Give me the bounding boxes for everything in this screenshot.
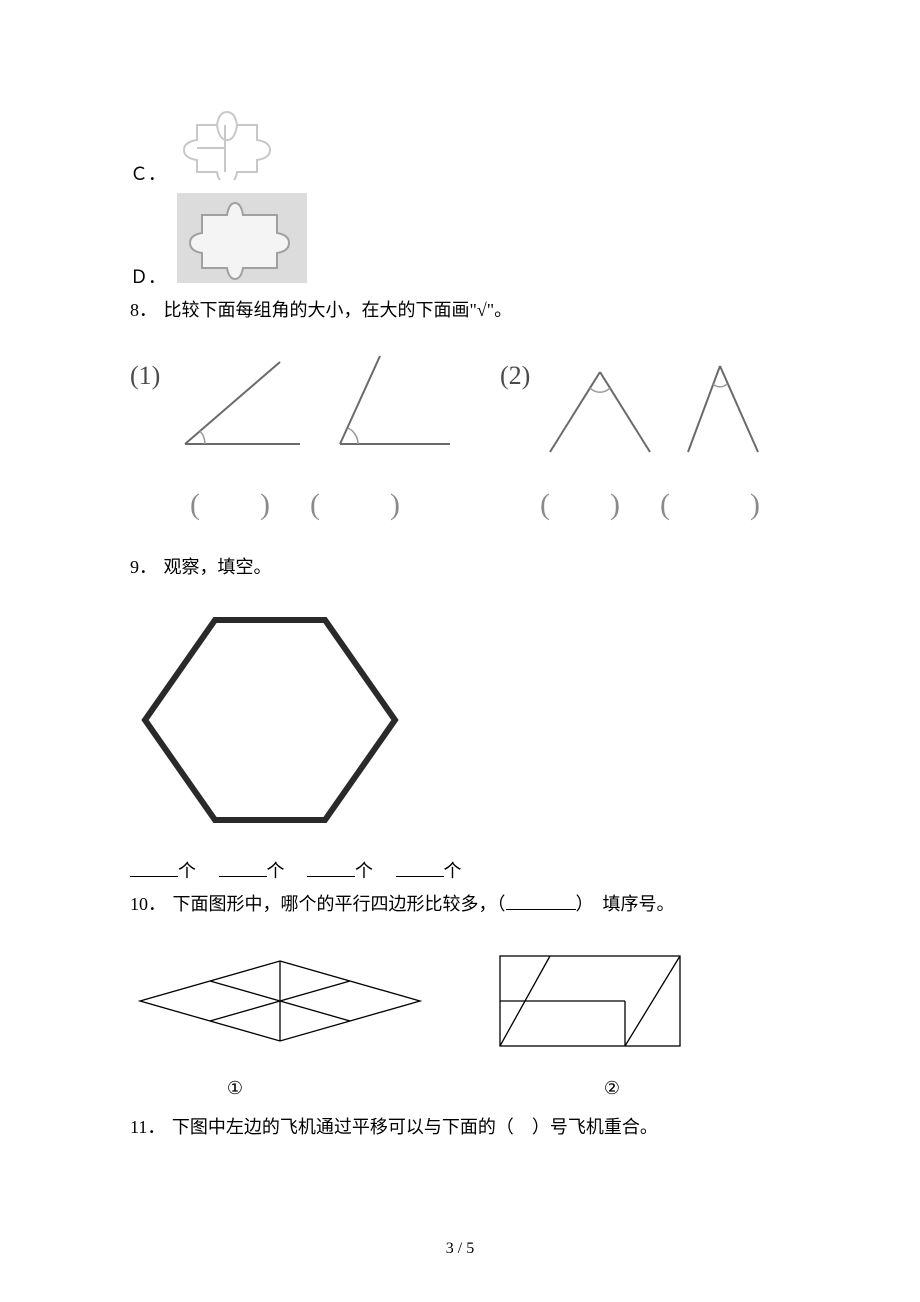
q10-line: 10． 下面图形中，哪个的平行四边形比较多，（ ） 填序号。: [130, 890, 790, 919]
option-d-line: Ｄ．: [130, 193, 790, 292]
q11-number: 11．: [130, 1117, 165, 1137]
q9-figure: [130, 602, 790, 851]
svg-text:(1): (1): [130, 361, 160, 390]
svg-text:): ): [390, 488, 400, 521]
q10-number: 10．: [130, 894, 166, 914]
q8-number: 8．: [130, 300, 157, 320]
option-c-label: Ｃ．: [130, 164, 166, 184]
svg-text:(: (: [310, 488, 320, 521]
q10-label-1: ①: [130, 1074, 340, 1103]
svg-text:(: (: [190, 488, 200, 521]
option-d-label: Ｄ．: [130, 267, 166, 287]
svg-text:): ): [610, 488, 620, 521]
q10-figure: [130, 946, 790, 1056]
puzzle-d-image: [177, 193, 307, 292]
q11-text: 下图中左边的飞机通过平移可以与下面的（ ）号飞机重合。: [172, 1117, 658, 1137]
q10-shape-1: [130, 951, 430, 1051]
q9-blank-suffix-1: 个: [178, 861, 196, 881]
q10-text-after: ） 填序号。: [576, 894, 675, 914]
q9-blank-suffix-2: 个: [267, 861, 285, 881]
q9-blanks: 个 个 个 个: [130, 857, 790, 886]
q9-text: 观察，填空。: [164, 557, 272, 577]
q9-blank-suffix-4: 个: [444, 861, 462, 881]
q10-shape-2: [490, 946, 690, 1056]
option-c-line: Ｃ．: [130, 100, 790, 189]
q10-labels: ① ②: [130, 1074, 790, 1103]
q8-line: 8． 比较下面每组角的大小，在大的下面画"√"。: [130, 296, 790, 325]
q8-figure: (1) ( ) ( ) (2) ( ) ( ): [130, 354, 790, 543]
page-footer: 3 / 5: [0, 1236, 920, 1262]
svg-text:): ): [260, 488, 270, 521]
q10-label-2: ②: [340, 1074, 650, 1103]
q10-blank: [506, 909, 576, 910]
q10-text-before: 下面图形中，哪个的平行四边形比较多，（: [173, 894, 506, 914]
q11-line: 11． 下图中左边的飞机通过平移可以与下面的（ ）号飞机重合。: [130, 1113, 790, 1142]
svg-text:(: (: [540, 488, 550, 521]
svg-text:(: (: [660, 488, 670, 521]
q9-line: 9． 观察，填空。: [130, 553, 790, 582]
q9-number: 9．: [130, 557, 157, 577]
q8-text: 比较下面每组角的大小，在大的下面画"√"。: [164, 300, 513, 320]
svg-text:(2): (2): [500, 361, 530, 390]
svg-text:): ): [750, 488, 760, 521]
puzzle-c-image: [177, 100, 287, 189]
q9-blank-suffix-3: 个: [355, 861, 373, 881]
